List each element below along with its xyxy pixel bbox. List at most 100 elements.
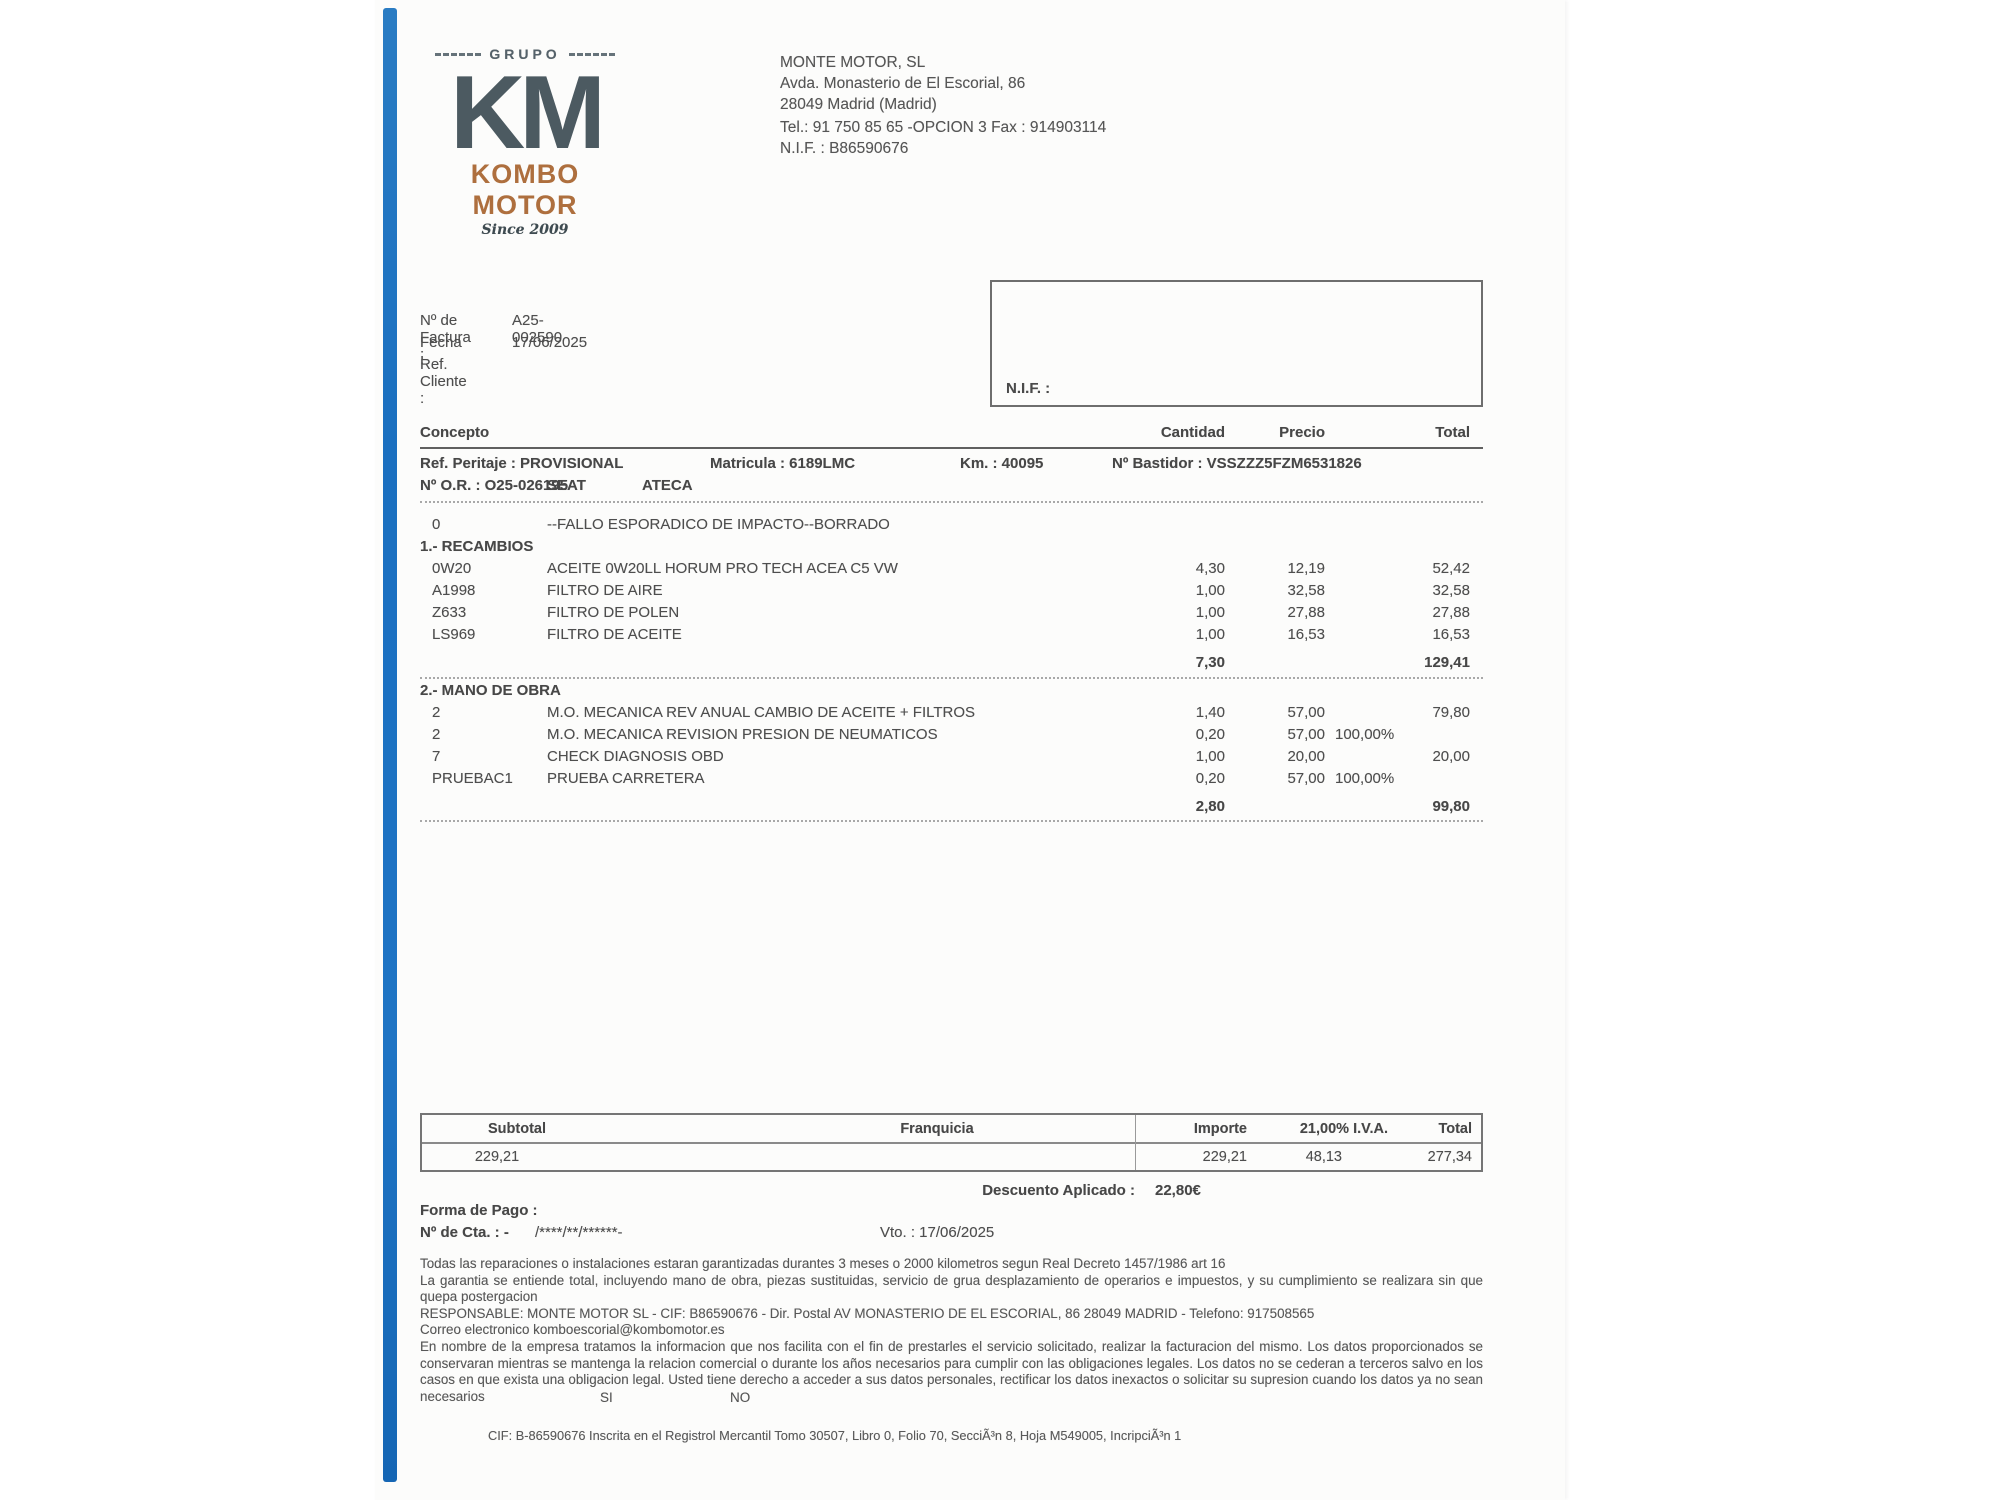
item-desc: FILTRO DE ACEITE [547,626,682,643]
table-row: 2 M.O. MECANICA REV ANUAL CAMBIO DE ACEI… [420,704,1483,724]
vehicle-info-row-1: Ref. Peritaje : PROVISIONAL Matricula : … [420,455,1483,475]
section-title-label: 1.- RECAMBIOS [420,538,534,555]
marca: SEAT [547,477,586,494]
item-code: LS969 [432,626,476,643]
totals-box: Subtotal Franquicia Importe 21,00% I.V.A… [420,1113,1483,1172]
item-desc: M.O. MECANICA REVISION PRESION DE NEUMAT… [547,726,938,743]
descuento-label: Descuento Aplicado : [982,1182,1135,1199]
factura-label: Nº de Factura : [420,312,471,363]
table-row: 2 M.O. MECANICA REVISION PRESION DE NEUM… [420,726,1483,746]
header-concepto: Concepto [420,424,490,441]
item-code: PRUEBAC1 [432,770,513,787]
item-desc: CHECK DIAGNOSIS OBD [547,748,724,765]
matricula: Matricula : 6189LMC [710,455,856,472]
item-qty: 1,40 [1195,704,1225,721]
item-desc: PRUEBA CARRETERA [547,770,705,787]
modelo: ATECA [642,477,693,494]
footnote-email: Correo electronico komboescorial@kombomo… [420,1322,725,1338]
totals-value-total: 277,34 [1427,1149,1472,1165]
company-block: MONTE MOTOR, SL Avda. Monasterio de El E… [780,52,1106,159]
dotted-separator [420,677,1483,679]
item-desc: FILTRO DE POLEN [547,604,680,621]
totals-header-iva: 21,00% I.V.A. [1299,1121,1388,1137]
item-code: 2 [432,704,441,721]
factura-value: A25-002590 [512,312,563,346]
item-total: 16,53 [1432,626,1470,643]
section-title: 1.- RECAMBIOS [420,538,1483,558]
descuento-line: Descuento Aplicado : 22,80€ [420,1182,1483,1202]
registry-line: CIF: B-86590676 Inscrita en el Registrol… [488,1428,1182,1443]
item-discount-pct: 100,00% [1335,770,1395,787]
item-code: 0W20 [432,560,472,577]
item-desc: ACEITE 0W20LL HORUM PRO TECH ACEA C5 VW [547,560,898,577]
item-code: 7 [432,748,441,765]
item-total: 79,80 [1432,704,1470,721]
section-subtotal-row: 2,80 99,80 [420,798,1483,818]
item-code: Z633 [432,604,467,621]
vehicle-info-row-2: Nº O.R. : O25-026195 SEAT ATECA [420,477,1483,497]
company-city: 28049 Madrid (Madrid) [780,96,937,113]
blue-edge-stripe [383,8,397,1482]
footnote-warranty-1: Todas las reparaciones o instalaciones e… [420,1256,1226,1271]
logo-grupo-row: GRUPO [430,46,620,62]
fecha-value: 17/06/2025 [512,334,588,351]
totals-value-importe: 229,21 [1202,1149,1247,1165]
table-row: PRUEBAC1 PRUEBA CARRETERA 0,20 57,00 100… [420,770,1483,790]
totals-header-rule [422,1142,1481,1144]
cuenta-line: Nº de Cta. : - /****/**/******- Vto. : 1… [420,1224,1483,1244]
table-header-row: Concepto Cantidad Precio Total [420,424,1483,444]
item-discount-pct: 100,00% [1335,726,1395,743]
table-row: 7 CHECK DIAGNOSIS OBD 1,00 20,00 20,00 [420,748,1483,768]
item-price: 16,53 [1287,626,1325,643]
section-title: 2.- MANO DE OBRA [420,682,1483,702]
totals-header-franquicia: Franquicia [900,1121,974,1137]
table-row: A1998 FILTRO DE AIRE 1,00 32,58 32,58 [420,582,1483,602]
descuento-value: 22,80€ [1155,1182,1201,1199]
table-row: 0W20 ACEITE 0W20LL HORUM PRO TECH ACEA C… [420,560,1483,580]
section-subtotal-total: 129,41 [1424,654,1470,671]
item-desc: M.O. MECANICA REV ANUAL CAMBIO DE ACEITE… [547,704,976,721]
client-address-box: N.I.F. : [990,280,1483,407]
logo-grupo-text: GRUPO [489,46,561,62]
item-total: 32,58 [1432,582,1470,599]
si-option: SI [600,1390,613,1405]
item-code: A1998 [432,582,476,599]
item-desc: --FALLO ESPORADICO DE IMPACTO--BORRADO [547,516,890,533]
item-total: 27,88 [1432,604,1470,621]
section-subtotal-row: 7,30 129,41 [420,654,1483,674]
legal-footnotes: Todas las reparaciones o instalaciones e… [420,1256,1483,1405]
footnote-gdpr: En nombre de la empresa tratamos la info… [420,1338,1483,1404]
vencimiento: Vto. : 17/06/2025 [880,1224,995,1241]
kombo-motor-logo: GRUPO KM KOMBO MOTOR Since 2009 [430,46,620,238]
header-total: Total [1435,424,1470,441]
item-qty: 0,20 [1195,726,1225,743]
dash-left-icon [435,52,482,56]
section-subtotal-qty: 7,30 [1195,654,1225,671]
item-qty: 1,00 [1195,582,1225,599]
logo-name: KOMBO MOTOR [470,158,580,220]
item-qty: 1,00 [1195,748,1225,765]
table-row: LS969 FILTRO DE ACEITE 1,00 16,53 16,53 [420,626,1483,646]
invoice-page: GRUPO KM KOMBO MOTOR Since 2009 MONTE MO… [375,0,1565,1500]
peritaje: Ref. Peritaje : PROVISIONAL [420,455,624,472]
forma-pago-line: Forma de Pago : [420,1202,1483,1222]
invoice-content: GRUPO KM KOMBO MOTOR Since 2009 MONTE MO… [420,0,1483,1500]
totals-vertical-divider [1135,1115,1136,1170]
item-price: 32,58 [1287,582,1325,599]
totals-header-importe: Importe [1193,1121,1247,1137]
header-cantidad: Cantidad [1160,424,1225,441]
client-nif-label: N.I.F. : [1006,380,1051,397]
bastidor: Nº Bastidor : VSSZZZ5FZM6531826 [1112,455,1362,472]
km-logo-mark: KM [450,55,606,171]
item-price: 20,00 [1287,748,1325,765]
orden-reparacion: Nº O.R. : O25-026195 [420,477,569,494]
item-qty: 1,00 [1195,604,1225,621]
no-option: NO [730,1390,751,1405]
section-subtotal-total: 99,80 [1432,798,1470,815]
kilometraje: Km. : 40095 [960,455,1044,472]
company-address: Avda. Monasterio de El Escorial, 86 [780,75,1026,92]
forma-pago-label: Forma de Pago : [420,1202,538,1219]
table-row: 0 --FALLO ESPORADICO DE IMPACTO--BORRADO [420,516,1483,536]
dash-right-icon [568,52,615,56]
